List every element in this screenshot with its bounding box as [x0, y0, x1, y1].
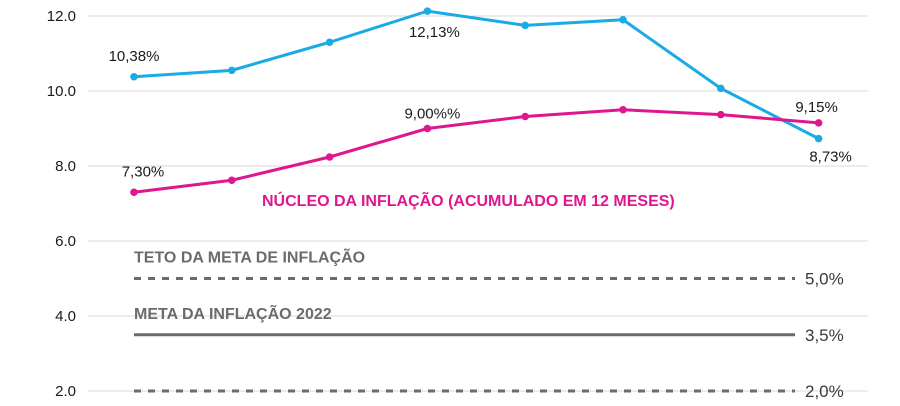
y-tick-label-5: 12.0	[47, 8, 76, 25]
y-tick-label-0: 2.0	[55, 383, 76, 400]
series-line-1	[132, 108, 821, 194]
data-point-1-4	[521, 112, 529, 121]
series-title-nucleo: NÚCLEO DA INFLAÇÃO (ACUMULADO EM 12 MESE…	[262, 190, 675, 210]
data-point-1-2	[325, 153, 334, 161]
labels: NÚCLEO DA INFLAÇÃO (ACUMULADO EM 12 MESE…	[109, 24, 852, 210]
reference-value-label-0: 5,0%	[805, 270, 844, 289]
data-point-0-5	[619, 15, 627, 24]
reference-label-1: META DA INFLAÇÃO 2022	[134, 303, 332, 323]
reference-value-label-2: 2,0%	[805, 382, 844, 401]
data-label-0-3: 12,13%	[409, 24, 460, 41]
series-line-0	[132, 9, 821, 141]
y-tick-label-2: 6.0	[55, 233, 76, 250]
data-label-0-0: 10,38%	[109, 48, 160, 65]
series-lines	[130, 7, 823, 197]
data-point-0-4	[521, 21, 529, 30]
reference-value-label-1: 3,5%	[805, 326, 844, 345]
reference-label-0: TETO DA META DE INFLAÇÃO	[134, 247, 365, 267]
data-point-0-7	[814, 134, 823, 143]
data-point-1-7	[814, 119, 823, 127]
data-label-1-3: 9,00%%	[404, 106, 460, 123]
y-tick-label-4: 10.0	[47, 83, 76, 100]
data-point-1-0	[130, 188, 138, 197]
data-point-0-3	[423, 7, 432, 15]
data-point-0-1	[228, 66, 236, 75]
data-point-1-5	[619, 105, 627, 114]
y-tick-label-3: 8.0	[55, 158, 76, 175]
data-point-1-3	[423, 124, 432, 133]
data-point-1-6	[717, 110, 725, 119]
data-label-1-7: 9,15%	[795, 99, 838, 116]
reference-lines: 5,0% TETO DA META DE INFLAÇÃO 3,5% META DA …	[134, 247, 844, 401]
data-point-0-6	[717, 84, 725, 93]
gridlines: 2.0 4.0 6.0 8.0 10.0 12.0	[47, 8, 868, 400]
y-tick-label-1: 4.0	[55, 308, 76, 325]
data-label-0-7: 8,73%	[809, 149, 852, 166]
data-point-0-2	[325, 38, 334, 47]
data-point-0-0	[130, 72, 138, 81]
data-label-1-0: 7,30%	[122, 163, 165, 180]
data-point-1-1	[228, 176, 236, 185]
